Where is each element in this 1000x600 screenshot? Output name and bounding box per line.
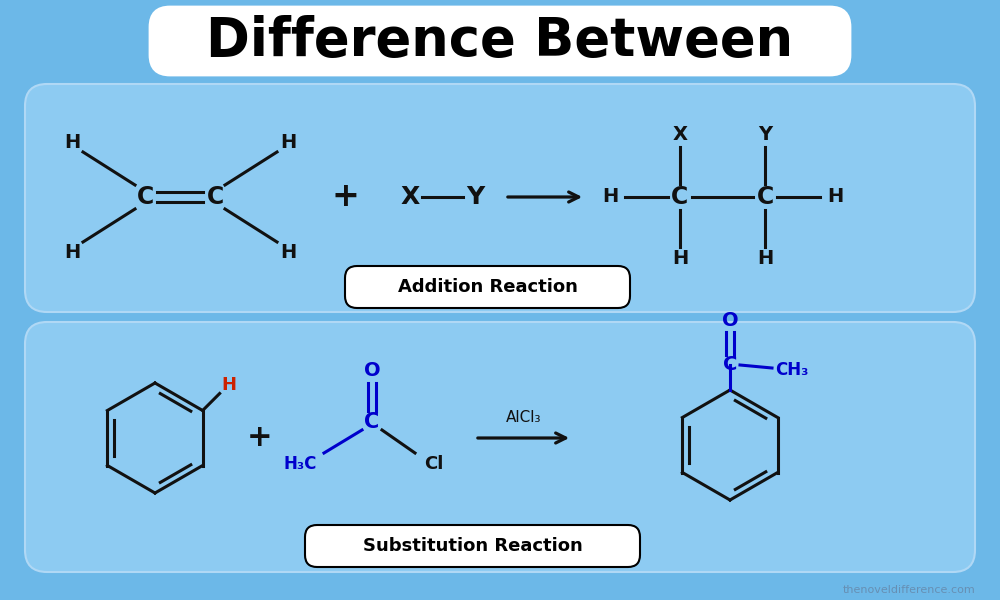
Text: CH₃: CH₃ <box>775 361 809 379</box>
Text: Y: Y <box>466 185 484 209</box>
FancyBboxPatch shape <box>150 7 850 75</box>
Text: C: C <box>364 412 380 432</box>
Text: +: + <box>247 424 273 452</box>
Text: H: H <box>602 187 618 206</box>
Text: C: C <box>756 185 774 209</box>
Text: Addition Reaction: Addition Reaction <box>398 278 577 296</box>
Text: H: H <box>827 187 843 206</box>
Text: C: C <box>136 185 154 209</box>
FancyBboxPatch shape <box>25 322 975 572</box>
Text: H: H <box>280 133 296 151</box>
Text: O: O <box>722 311 738 329</box>
FancyBboxPatch shape <box>305 525 640 567</box>
Text: H₃C: H₃C <box>283 455 317 473</box>
Text: C: C <box>723 355 737 374</box>
Text: Substitution Reaction: Substitution Reaction <box>363 537 582 555</box>
Text: H: H <box>64 242 80 262</box>
Text: H: H <box>221 376 236 394</box>
Text: X: X <box>400 185 420 209</box>
Text: Cl: Cl <box>424 455 444 473</box>
Text: H: H <box>757 250 773 269</box>
Text: +: + <box>331 181 359 214</box>
Text: thenoveldifference.com: thenoveldifference.com <box>842 585 975 595</box>
Text: C: C <box>206 185 224 209</box>
Text: Y: Y <box>758 125 772 145</box>
Text: C: C <box>671 185 689 209</box>
Text: AlCl₃: AlCl₃ <box>506 410 542 425</box>
FancyBboxPatch shape <box>25 84 975 312</box>
FancyBboxPatch shape <box>345 266 630 308</box>
Text: H: H <box>64 133 80 151</box>
Text: H: H <box>280 242 296 262</box>
Text: H: H <box>672 250 688 269</box>
Text: X: X <box>672 125 688 145</box>
Text: O: O <box>364 361 380 380</box>
Text: Difference Between: Difference Between <box>206 15 794 67</box>
